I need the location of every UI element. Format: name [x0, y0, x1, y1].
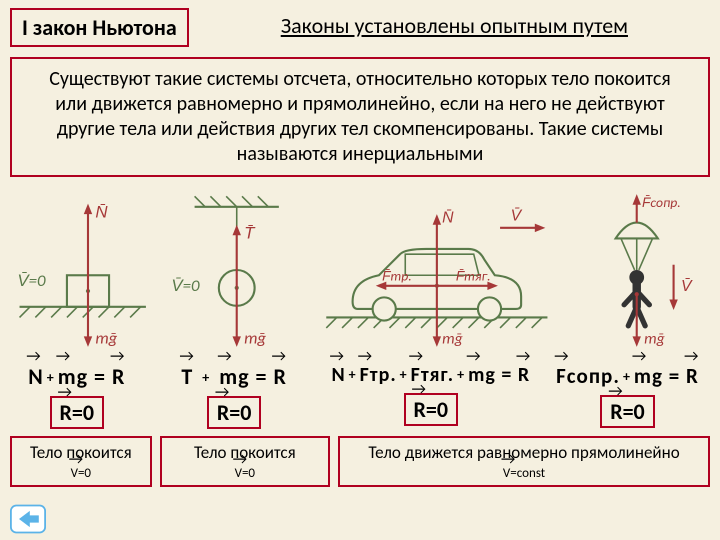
term-mg: mg: [634, 363, 663, 389]
term-mg: mg: [468, 363, 496, 387]
svg-text:mḡ: mḡ: [644, 330, 665, 349]
svg-text:N̄: N̄: [96, 201, 109, 222]
term-R: R: [112, 363, 125, 390]
svg-text:V̄=0: V̄=0: [172, 275, 201, 296]
result-4: R=0: [600, 395, 655, 428]
svg-text:mḡ: mḡ: [96, 328, 118, 349]
diagram-parachutist: mḡ F̄сопр. V̄: [560, 191, 714, 349]
svg-text:V̄: V̄: [681, 277, 693, 296]
diagram-block-on-surface: N̄ mḡ V̄=0: [6, 191, 160, 349]
svg-text:N̄: N̄: [442, 209, 454, 228]
definition-text: Существуют такие системы отсчета, относи…: [10, 57, 710, 177]
state-3-v: V=const: [344, 466, 704, 481]
state-2-v: V=0: [166, 466, 324, 481]
result-1: R=0: [50, 396, 105, 429]
result-3: R=0: [404, 393, 459, 426]
formula-2: T + mg = R R=0: [148, 363, 321, 429]
term-R: R: [686, 363, 699, 389]
state-2: Тело покоится V=0: [160, 436, 330, 487]
diagram-car: N̄ mḡ F̄тр. F̄тяг. V̄: [314, 191, 560, 349]
svg-text:V̄: V̄: [511, 206, 523, 225]
svg-text:F̄тр.: F̄тр.: [382, 268, 412, 285]
diagram-hanging-ball: T̄ mḡ V̄=0: [160, 191, 314, 349]
formula-4: Fсопр.+mg = R R=0: [541, 363, 714, 428]
svg-text:mḡ: mḡ: [442, 330, 463, 349]
svg-text:F̄сопр.: F̄сопр.: [642, 194, 681, 211]
formula-1: N+mg = R R=0: [6, 363, 148, 429]
term-Ftr: Fтр.: [360, 363, 397, 387]
result-2: R=0: [207, 396, 262, 429]
svg-text:T̄: T̄: [244, 222, 256, 243]
state-1-v: V=0: [16, 466, 146, 481]
state-3-label: Тело движется равномерно прямолинейно: [344, 442, 704, 463]
state-1: Тело покоится V=0: [10, 436, 152, 487]
term-T: T: [181, 363, 193, 390]
back-button[interactable]: [10, 504, 46, 534]
subtitle: Законы установлены опытным путем: [199, 8, 710, 39]
svg-text:F̄тяг.: F̄тяг.: [456, 268, 491, 285]
svg-text:mḡ: mḡ: [244, 328, 266, 349]
state-row: Тело покоится V=0 Тело покоится V=0 Тело…: [0, 431, 720, 489]
term-N: N: [28, 363, 44, 390]
formula-3: N+Fтр.+Fтяг.+mg = R R=0: [321, 363, 541, 426]
title-box: I закон Ньютона: [10, 8, 189, 47]
term-R: R: [518, 363, 530, 387]
page-title: I закон Ньютона: [22, 14, 177, 41]
state-3: Тело движется равномерно прямолинейно V=…: [338, 436, 710, 487]
diagram-row: N̄ mḡ V̄=0 T̄ mḡ V̄=0: [0, 185, 720, 355]
svg-text:V̄=0: V̄=0: [18, 270, 47, 291]
formula-row: N+mg = R R=0 T + mg = R R=0 N+Fтр.+Fтяг.…: [0, 355, 720, 431]
term-N: N: [331, 363, 345, 387]
term-R: R: [273, 363, 286, 390]
